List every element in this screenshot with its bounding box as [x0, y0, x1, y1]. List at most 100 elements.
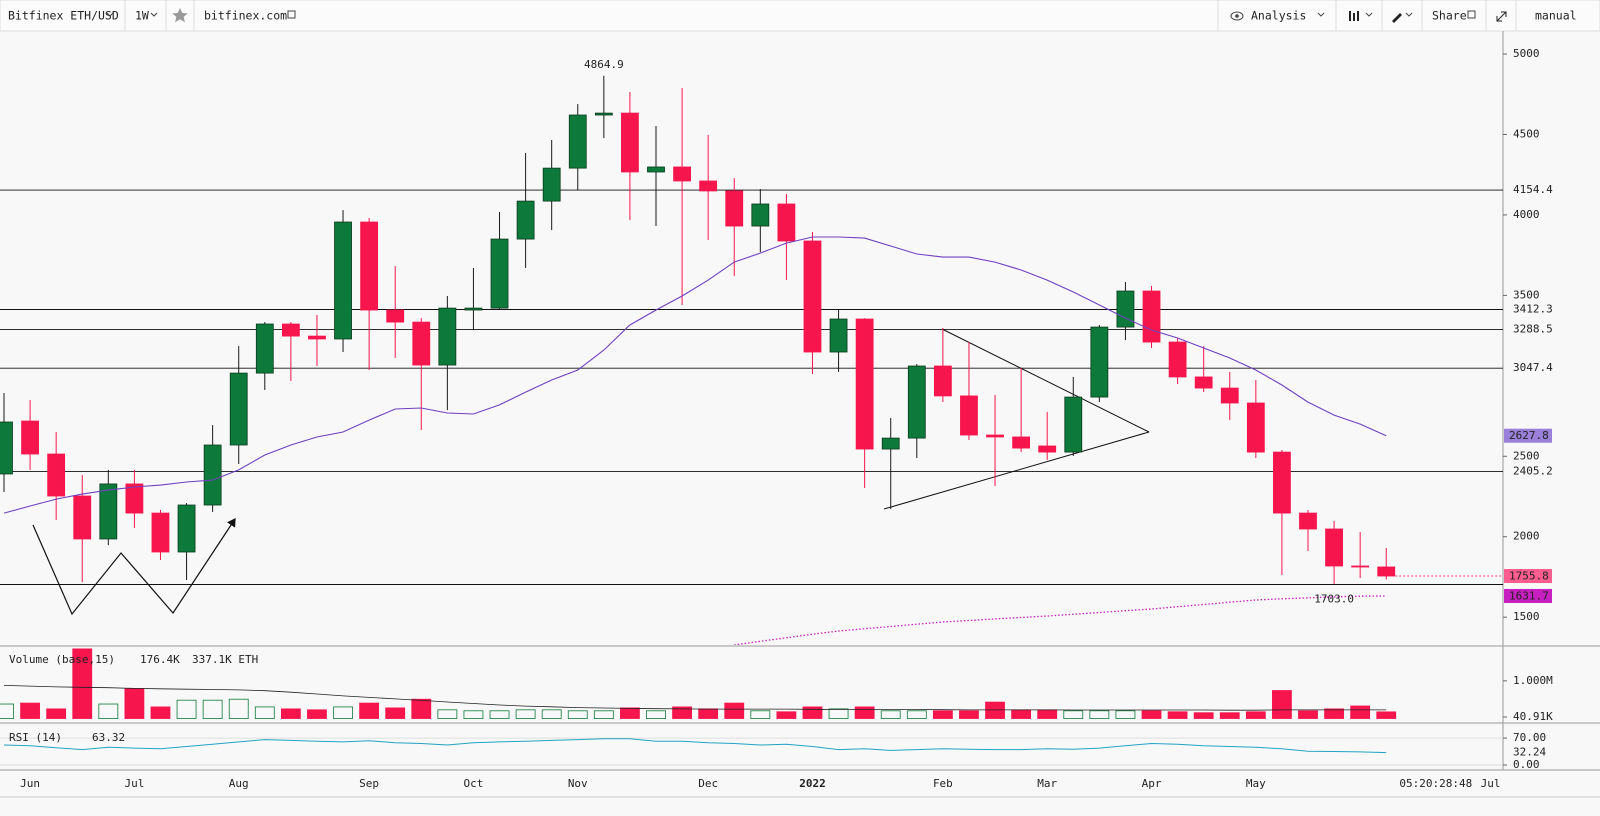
volume-bar — [1141, 710, 1162, 719]
favorite-icon[interactable] — [172, 8, 188, 23]
volume-bar — [1193, 712, 1214, 719]
volume-average — [3, 685, 1387, 711]
candle-body — [1194, 376, 1213, 389]
volume-bar — [1011, 709, 1032, 719]
candle-body — [1377, 566, 1396, 577]
volume-bar — [593, 710, 614, 719]
volume-bar — [1219, 712, 1240, 719]
volume-bar — [489, 710, 510, 719]
volume-bar — [254, 706, 275, 719]
volume-bar — [1272, 690, 1292, 719]
rsi-last-label: 32.24 — [1513, 746, 1546, 759]
volume-bar — [567, 710, 588, 719]
x-tick-label: Dec — [698, 777, 718, 790]
interval[interactable]: 1W — [135, 9, 149, 23]
dropdown-icon[interactable] — [1365, 12, 1373, 17]
candle-body — [803, 240, 822, 353]
candle-body — [933, 365, 952, 397]
volume-bar — [985, 701, 1005, 719]
y-tick-label: 2500 — [1513, 449, 1540, 462]
external-icon[interactable] — [287, 10, 296, 19]
candle-body — [47, 453, 66, 497]
fullscreen-icon[interactable] — [1496, 11, 1507, 22]
candle-body — [986, 434, 1004, 438]
volume-bar — [280, 708, 301, 719]
candle-body — [1038, 445, 1057, 453]
y-tick-label: 40.91K — [1513, 710, 1553, 723]
volume-bar — [437, 709, 458, 719]
candle-body — [255, 323, 274, 374]
symbol[interactable]: Bitfinex ETH/USD — [8, 9, 119, 23]
volume-bar — [333, 706, 353, 719]
site[interactable]: bitfinex.com — [204, 9, 287, 23]
volume-bar — [672, 706, 692, 719]
y-tick-label: 70.00 — [1513, 731, 1546, 744]
candle-body — [777, 203, 796, 242]
volume-bar — [411, 698, 432, 719]
y-tick-label: 2000 — [1513, 530, 1540, 543]
candle-body — [1064, 396, 1083, 453]
volume-bar — [959, 710, 979, 719]
volume-bar — [802, 706, 823, 719]
y-tick-label: 4500 — [1513, 127, 1540, 140]
candle-body — [1273, 451, 1291, 514]
analysis-button[interactable]: Analysis — [1251, 9, 1306, 23]
volume-bar — [1245, 711, 1266, 719]
candle-body — [751, 203, 770, 227]
x-tick-label: Feb — [933, 777, 953, 790]
candle-body — [177, 504, 196, 553]
volume-bar — [1350, 705, 1371, 719]
candle-body — [21, 420, 39, 455]
x-tick-label: Sep — [359, 777, 379, 790]
volume-bar — [1298, 710, 1318, 719]
toolbar-bg — [0, 0, 1600, 32]
rsi-value: 63.32 — [92, 731, 125, 744]
candle-body — [1168, 341, 1187, 378]
candle-body — [907, 365, 926, 439]
dropdown-icon[interactable] — [1405, 12, 1413, 17]
candle-body — [725, 190, 744, 227]
x-tick-label: May — [1246, 777, 1266, 790]
candle-body — [1351, 565, 1370, 568]
x-tick-label: Aug — [229, 777, 249, 790]
volume-bar — [776, 711, 797, 719]
y-tick-label: 0.00 — [1513, 758, 1540, 771]
volume-bar — [1037, 709, 1058, 719]
dropdown-icon[interactable] — [106, 12, 114, 17]
candle-body — [699, 180, 718, 192]
level-label: 3412.3 — [1513, 302, 1553, 315]
volume-bar — [307, 709, 327, 719]
share-button[interactable]: Share — [1432, 9, 1467, 23]
volume-bar — [515, 709, 536, 719]
y-tick-label: 1.000M — [1513, 674, 1553, 687]
user-menu[interactable]: manual — [1535, 9, 1577, 23]
level-label: 4154.4 — [1513, 183, 1553, 196]
trend-line — [883, 431, 1150, 510]
dropdown-icon[interactable] — [150, 12, 158, 17]
candle-body — [594, 112, 613, 116]
chart-type-icon[interactable] — [1349, 11, 1359, 21]
moving-average-long — [734, 595, 1387, 645]
candle-body — [203, 444, 222, 506]
volume-bar — [1376, 711, 1397, 719]
eye-icon[interactable] — [1230, 11, 1244, 21]
volume-bar — [724, 702, 745, 719]
candle-body — [438, 307, 457, 366]
draw-icon[interactable] — [1392, 13, 1402, 23]
x-tick-label: Jul — [124, 777, 144, 790]
y-tick-label: 1500 — [1513, 610, 1540, 623]
candle-body — [1246, 402, 1265, 453]
candle-body — [0, 421, 13, 475]
candle-body — [490, 238, 509, 309]
y-tick-label: 3500 — [1513, 288, 1540, 301]
dropdown-icon[interactable] — [1317, 12, 1325, 17]
level-label: 2405.2 — [1513, 465, 1553, 478]
volume-bar — [1063, 710, 1084, 719]
candle-body — [308, 335, 326, 340]
external-icon[interactable] — [1467, 10, 1476, 19]
candle-body — [673, 166, 691, 182]
volume-bar — [646, 710, 666, 719]
volume-bar — [750, 710, 771, 719]
